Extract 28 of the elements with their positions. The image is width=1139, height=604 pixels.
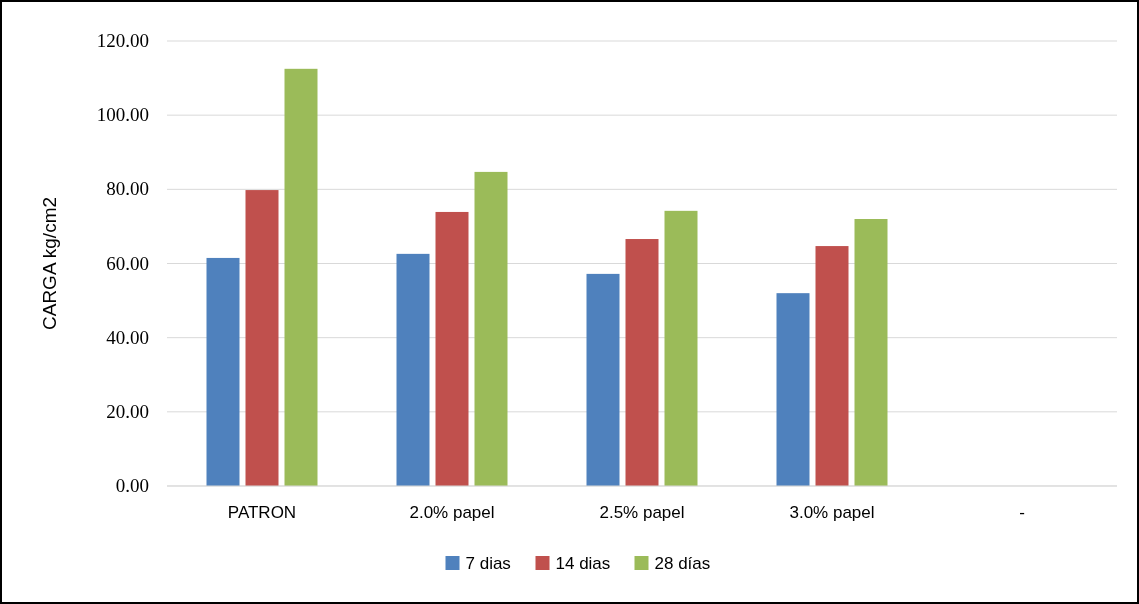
- y-axis-title: CARGA kg/cm2: [39, 196, 60, 331]
- bar: [776, 293, 810, 486]
- x-tick-label: 3.0% papel: [789, 503, 875, 522]
- bar: [245, 190, 279, 486]
- bar: [586, 273, 620, 486]
- legend-label: 28 días: [654, 554, 711, 573]
- bar: [284, 68, 318, 486]
- legend-label: 7 dias: [465, 554, 511, 573]
- y-tick-label: 100.00: [96, 104, 149, 126]
- bar: [474, 171, 508, 486]
- bar: [435, 211, 469, 486]
- legend-label: 14 dias: [555, 554, 611, 573]
- bar: [206, 257, 240, 486]
- bar: [396, 253, 430, 486]
- x-tick-label: 2.5% papel: [599, 503, 685, 522]
- bar: [815, 246, 849, 486]
- bar: [664, 210, 698, 486]
- y-tick-label: 80.00: [106, 178, 149, 200]
- x-tick-label: 2.0% papel: [409, 503, 495, 522]
- y-tick-label: 20.00: [106, 400, 149, 422]
- bar: [625, 239, 659, 486]
- x-tick-label: -: [1019, 503, 1025, 522]
- bar: [854, 219, 888, 486]
- y-tick-label: 40.00: [106, 326, 149, 348]
- y-tick-label: 0.00: [115, 475, 149, 496]
- x-tick-label: PATRON: [227, 503, 297, 522]
- y-tick-label: 120.00: [96, 30, 149, 51]
- y-tick-label: 60.00: [106, 252, 149, 274]
